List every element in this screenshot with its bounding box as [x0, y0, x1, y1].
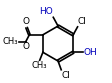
Text: Cl: Cl [62, 71, 70, 80]
Text: O: O [23, 17, 30, 26]
Text: Cl: Cl [78, 17, 87, 26]
Text: OH: OH [83, 48, 97, 57]
Text: O: O [22, 42, 29, 51]
Text: CH₃: CH₃ [3, 37, 18, 46]
Text: CH₃: CH₃ [32, 61, 47, 70]
Text: HO: HO [39, 7, 53, 17]
